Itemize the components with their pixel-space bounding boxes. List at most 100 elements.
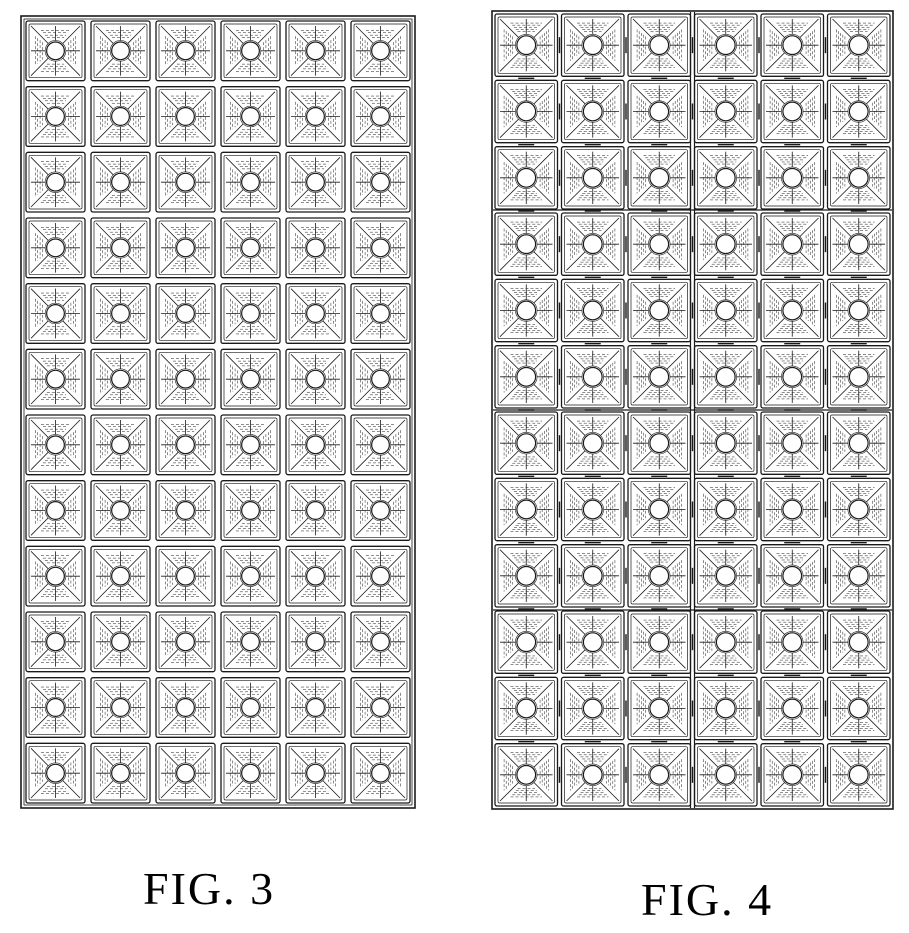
tile-cell — [828, 213, 891, 275]
tile-cell — [628, 147, 691, 209]
tile-cell — [286, 743, 345, 803]
tile-cell — [351, 21, 410, 81]
tile-cell — [828, 478, 891, 540]
tile-cell — [286, 612, 345, 672]
tile-cell — [26, 481, 85, 541]
tile-cell — [286, 546, 345, 606]
tile-cell — [628, 545, 691, 607]
tile-cell — [695, 346, 758, 408]
tile-cell — [828, 14, 891, 76]
tile-cell — [91, 87, 150, 147]
tile-cell — [628, 279, 691, 341]
tile-cell — [761, 346, 824, 408]
tile-cell — [562, 677, 625, 739]
tile-cell — [761, 545, 824, 607]
figure-4-caption: FIG. 4 — [641, 873, 773, 926]
tile-cell — [695, 279, 758, 341]
tile-cell — [26, 546, 85, 606]
tile-cell — [562, 412, 625, 474]
tile-cell — [221, 349, 280, 409]
tile-cell — [91, 415, 150, 475]
tile-cell — [761, 412, 824, 474]
tile-cell — [628, 14, 691, 76]
tile-cell — [156, 218, 215, 278]
tile-cell — [221, 218, 280, 278]
tile-cell — [351, 546, 410, 606]
tile-cell — [495, 213, 558, 275]
tile-cell — [695, 744, 758, 806]
tile-cell — [91, 349, 150, 409]
tile-cell — [562, 213, 625, 275]
tile-cell — [91, 21, 150, 81]
tile-cell — [761, 80, 824, 142]
tile-cell — [628, 80, 691, 142]
tile-cell — [351, 284, 410, 344]
panel-outer-border — [21, 16, 415, 808]
tile-cell — [156, 21, 215, 81]
tile-cell — [156, 284, 215, 344]
tile-cell — [761, 478, 824, 540]
tile-cell — [26, 415, 85, 475]
tile-cell — [156, 152, 215, 212]
tile-cell — [761, 677, 824, 739]
tile-cell — [286, 481, 345, 541]
tile-cell — [695, 213, 758, 275]
tile-cell — [761, 279, 824, 341]
tile-cell — [495, 279, 558, 341]
tile-cell — [91, 218, 150, 278]
tile-cell — [26, 152, 85, 212]
tile-cell — [156, 678, 215, 738]
tile-cell — [221, 678, 280, 738]
figure-3-tile-panel — [20, 15, 416, 809]
tile-cell — [351, 415, 410, 475]
tile-cell — [628, 478, 691, 540]
tile-cell — [26, 284, 85, 344]
tile-cell — [628, 677, 691, 739]
tile-cell — [351, 349, 410, 409]
tile-cell — [286, 349, 345, 409]
tile-cell — [221, 743, 280, 803]
tile-cell — [628, 412, 691, 474]
tile-cell — [695, 478, 758, 540]
tile-cell — [761, 14, 824, 76]
tile-cell — [695, 677, 758, 739]
tile-cell — [221, 546, 280, 606]
tile-cell — [695, 545, 758, 607]
tile-cell — [156, 349, 215, 409]
tile-cell — [286, 87, 345, 147]
tile-cell — [91, 152, 150, 212]
tile-cell — [695, 412, 758, 474]
tile-cell — [156, 87, 215, 147]
tile-cell — [351, 481, 410, 541]
tile-cell — [286, 21, 345, 81]
tile-cell — [828, 744, 891, 806]
tile-cell — [351, 612, 410, 672]
tile-cell — [695, 147, 758, 209]
tile-cell — [495, 744, 558, 806]
tile-cell — [286, 678, 345, 738]
tile-cell — [351, 678, 410, 738]
tile-cell — [495, 147, 558, 209]
tile-cell — [26, 612, 85, 672]
tile-cell — [562, 346, 625, 408]
figure-4-drawing — [491, 10, 894, 810]
tile-cell — [495, 545, 558, 607]
tile-cell — [495, 14, 558, 76]
tile-cell — [351, 743, 410, 803]
tile-cell — [828, 677, 891, 739]
tile-cell — [26, 743, 85, 803]
tile-cell — [495, 412, 558, 474]
tile-cell — [695, 611, 758, 673]
tile-cell — [495, 346, 558, 408]
tile-cell — [761, 147, 824, 209]
tile-cell — [828, 346, 891, 408]
tile-cell — [628, 611, 691, 673]
tile-cell — [562, 80, 625, 142]
tile-cell — [351, 218, 410, 278]
tile-cell — [562, 478, 625, 540]
tile-cell — [91, 612, 150, 672]
tile-cell — [695, 14, 758, 76]
tile-cell — [562, 14, 625, 76]
tile-cell — [26, 218, 85, 278]
tile-cell — [828, 611, 891, 673]
